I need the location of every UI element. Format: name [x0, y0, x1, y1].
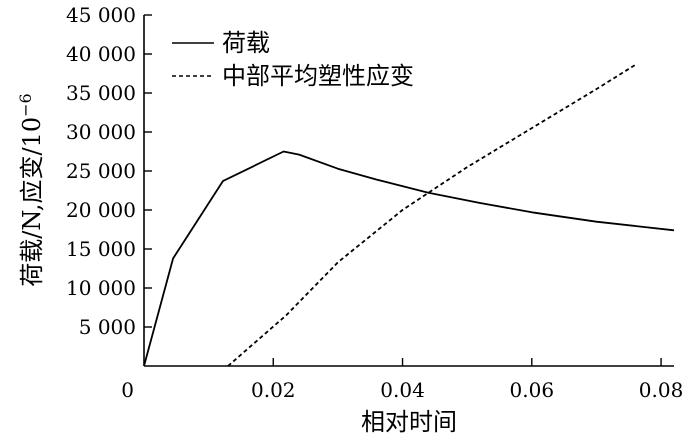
x-tick-label-0.04: 0.04	[380, 378, 425, 402]
y-tick-label-20000: 20 000	[66, 198, 136, 222]
x-tick-label-0: 0	[121, 378, 134, 402]
series-line-load	[143, 150, 675, 367]
y-tick-label-45000: 45 000	[66, 3, 136, 27]
y-tick-label-10000: 10 000	[66, 276, 136, 300]
legend: 荷载 中部平均塑性应变	[172, 29, 414, 90]
y-tick-label-30000: 30 000	[66, 120, 136, 144]
x-tick-label-0.06: 0.06	[510, 378, 555, 402]
y-axis-label-exponent: −6	[16, 93, 35, 117]
x-axis-label: 相对时间	[361, 408, 457, 436]
x-tick-label-0.02: 0.02	[251, 378, 296, 402]
y-axis-label: 荷载/N,应变/10−6	[16, 93, 46, 286]
y-tick-label-35000: 35 000	[66, 81, 136, 105]
x-tick-label-0.08: 0.08	[639, 378, 684, 402]
y-tick-label-5000: 5 000	[79, 315, 136, 339]
y-tick-label-40000: 40 000	[66, 42, 136, 66]
y-tick-label-25000: 25 000	[66, 159, 136, 183]
legend-label-strain: 中部平均塑性应变	[222, 62, 414, 90]
series-line-strain	[227, 64, 636, 367]
legend-label-load: 荷载	[222, 29, 270, 57]
y-axis-label-main: 荷载/N,应变/10	[18, 117, 46, 287]
y-tick-label-15000: 15 000	[66, 237, 136, 261]
